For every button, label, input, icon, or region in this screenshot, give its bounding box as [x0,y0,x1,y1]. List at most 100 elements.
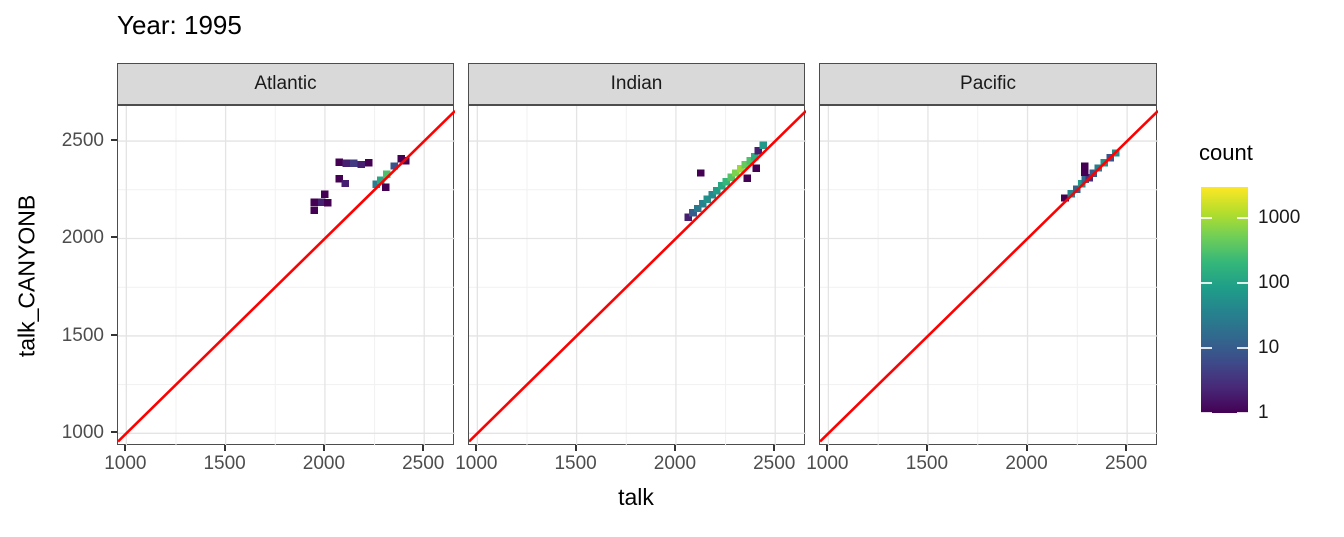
bin2d-cell [696,169,705,177]
bin2d-cell [342,159,351,167]
bin2d-cell [376,176,385,185]
y-tick-label: 1000 [61,422,104,444]
identity-reference-line [820,109,1158,443]
x-tick-label: 1000 [104,453,147,474]
x-tick-label: 1500 [905,453,949,474]
x-axis-tick [773,445,776,451]
x-axis-tick [124,445,127,451]
bin2d-cell [684,213,693,222]
bin2d-cell [759,141,768,150]
bin2d-cell [703,195,712,203]
legend-tick-label: 100 [1258,272,1290,293]
x-axis-tick [574,445,577,451]
legend-tick-mark [1237,347,1248,349]
legend-tick-mark [1201,347,1212,349]
bin2d-cell [364,159,373,167]
bin2d-cell [397,154,406,163]
y-axis-title: talk_CANYONB [13,194,40,358]
bin2d-cell [324,199,332,207]
x-tick-label: 1000 [806,453,849,474]
bin2d-cell [693,204,702,213]
bin2d-cell [335,158,343,166]
y-tick-label: 2500 [61,130,104,152]
bin2d-cell [357,160,365,169]
x-tick-label: 1000 [455,453,498,474]
x-axis-tick [925,445,928,451]
bin2d-cell [754,147,763,155]
x-axis-tick [475,445,478,451]
bin2d-cell [321,190,329,198]
bin2d-cell [741,161,750,169]
facet-strip-label: Indian [610,73,663,94]
identity-reference-line [118,109,455,443]
x-tick-label: 2000 [1005,453,1048,474]
bin2d-cell [751,152,759,161]
x-axis-tick [223,445,226,451]
bin2d-cell [746,157,754,165]
legend-tick-mark [1237,282,1248,284]
panel-plot-area-indian [469,106,806,446]
panel-atlantic [117,105,455,446]
legend-tick-label: 1 [1258,402,1269,423]
x-tick-label: 2500 [1104,453,1148,474]
x-axis-tick [422,445,425,451]
legend-tick-mark [1201,282,1212,284]
x-tick-label: 1500 [203,453,246,474]
panel-pacific [819,105,1158,446]
bin2d-cell [1067,189,1076,198]
facet-strip-label: Pacific [960,73,1016,94]
bin2d-cell [310,206,319,215]
x-tick-label: 2000 [653,453,697,474]
facet-strip-atlantic: Atlantic [117,63,454,105]
bin2d-cell [390,162,399,170]
legend-title: count [1199,140,1253,165]
legend-tick-mark [1201,412,1212,414]
x-axis-tick [826,445,829,451]
bin2d-cell [1061,194,1069,202]
panel-indian [468,105,806,446]
plot-title: Year: 1995 [117,10,242,40]
bin2d-cell [382,183,390,192]
y-tick-label: 2000 [61,227,104,249]
bin2d-cell [402,157,410,165]
facet-strip-indian: Indian [468,63,805,105]
bin2d-cell [341,179,349,188]
bin2d-cell [743,174,752,182]
y-axis-tick [111,431,117,434]
y-axis-tick [111,139,117,142]
panel-plot-area-atlantic [118,106,455,446]
bin2d-cell [689,209,697,217]
bin2d-cell [372,180,380,189]
bin2d-cell [736,165,745,173]
x-tick-label: 2500 [402,453,445,474]
panel-plot-area-pacific [820,106,1158,446]
legend-colorbar [1201,187,1248,413]
bin2d-cell [310,198,319,206]
y-axis-tick [111,333,117,336]
bin2d-cell [727,173,735,182]
bin2d-cell [713,186,721,195]
legend-tick-label: 10 [1258,337,1280,358]
bin2d-cell [383,170,391,178]
bin2d-cell [722,177,731,186]
bin2d-cell [698,200,707,208]
facet-strip-label: Atlantic [254,73,317,94]
x-axis-tick [673,445,676,451]
bin2d-cell [335,175,343,183]
legend-tick-mark [1237,217,1248,219]
legend-tick-label: 1000 [1258,207,1301,228]
y-tick-label: 1500 [61,324,104,346]
x-tick-label: 2500 [753,453,796,474]
x-axis-tick [1125,445,1128,451]
y-axis-tick [111,236,117,239]
bin2d-cell [349,159,358,167]
bin2d-cell [732,169,740,177]
bin2d-cell [717,182,726,190]
bin2d-cell [708,191,716,199]
bin2d-cell [1080,168,1089,176]
legend-tick-mark [1237,412,1248,414]
identity-reference-line [469,109,806,443]
facet-strip-pacific: Pacific [819,63,1157,105]
legend-tick-mark [1201,217,1212,219]
